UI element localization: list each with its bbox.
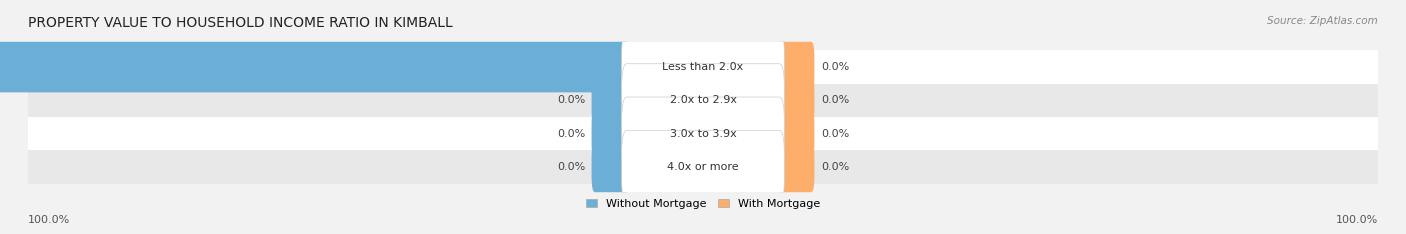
FancyBboxPatch shape (776, 142, 814, 192)
Text: Less than 2.0x: Less than 2.0x (662, 62, 744, 72)
FancyBboxPatch shape (592, 75, 630, 126)
Text: 2.0x to 2.9x: 2.0x to 2.9x (669, 95, 737, 105)
Text: 0.0%: 0.0% (557, 95, 585, 105)
Bar (15, 150, 1391, 183)
Bar (15, 84, 1391, 117)
Bar (15, 51, 1391, 84)
Legend: Without Mortgage, With Mortgage: Without Mortgage, With Mortgage (582, 194, 824, 213)
FancyBboxPatch shape (621, 130, 785, 204)
FancyBboxPatch shape (592, 108, 630, 159)
Text: 0.0%: 0.0% (557, 162, 585, 172)
Text: Source: ZipAtlas.com: Source: ZipAtlas.com (1267, 16, 1378, 26)
Text: 0.0%: 0.0% (821, 162, 849, 172)
Text: 100.0%: 100.0% (28, 215, 70, 225)
Text: 4.0x or more: 4.0x or more (668, 162, 738, 172)
Text: 0.0%: 0.0% (821, 95, 849, 105)
Bar (15, 117, 1391, 150)
FancyBboxPatch shape (776, 75, 814, 126)
FancyBboxPatch shape (621, 97, 785, 170)
FancyBboxPatch shape (0, 42, 630, 92)
Text: 0.0%: 0.0% (821, 129, 849, 139)
Text: 3.0x to 3.9x: 3.0x to 3.9x (669, 129, 737, 139)
FancyBboxPatch shape (592, 142, 630, 192)
Text: 0.0%: 0.0% (557, 129, 585, 139)
Text: PROPERTY VALUE TO HOUSEHOLD INCOME RATIO IN KIMBALL: PROPERTY VALUE TO HOUSEHOLD INCOME RATIO… (28, 16, 453, 30)
Text: 100.0%: 100.0% (1336, 215, 1378, 225)
FancyBboxPatch shape (621, 64, 785, 137)
Text: 0.0%: 0.0% (821, 62, 849, 72)
FancyBboxPatch shape (776, 42, 814, 92)
FancyBboxPatch shape (621, 30, 785, 104)
FancyBboxPatch shape (776, 108, 814, 159)
